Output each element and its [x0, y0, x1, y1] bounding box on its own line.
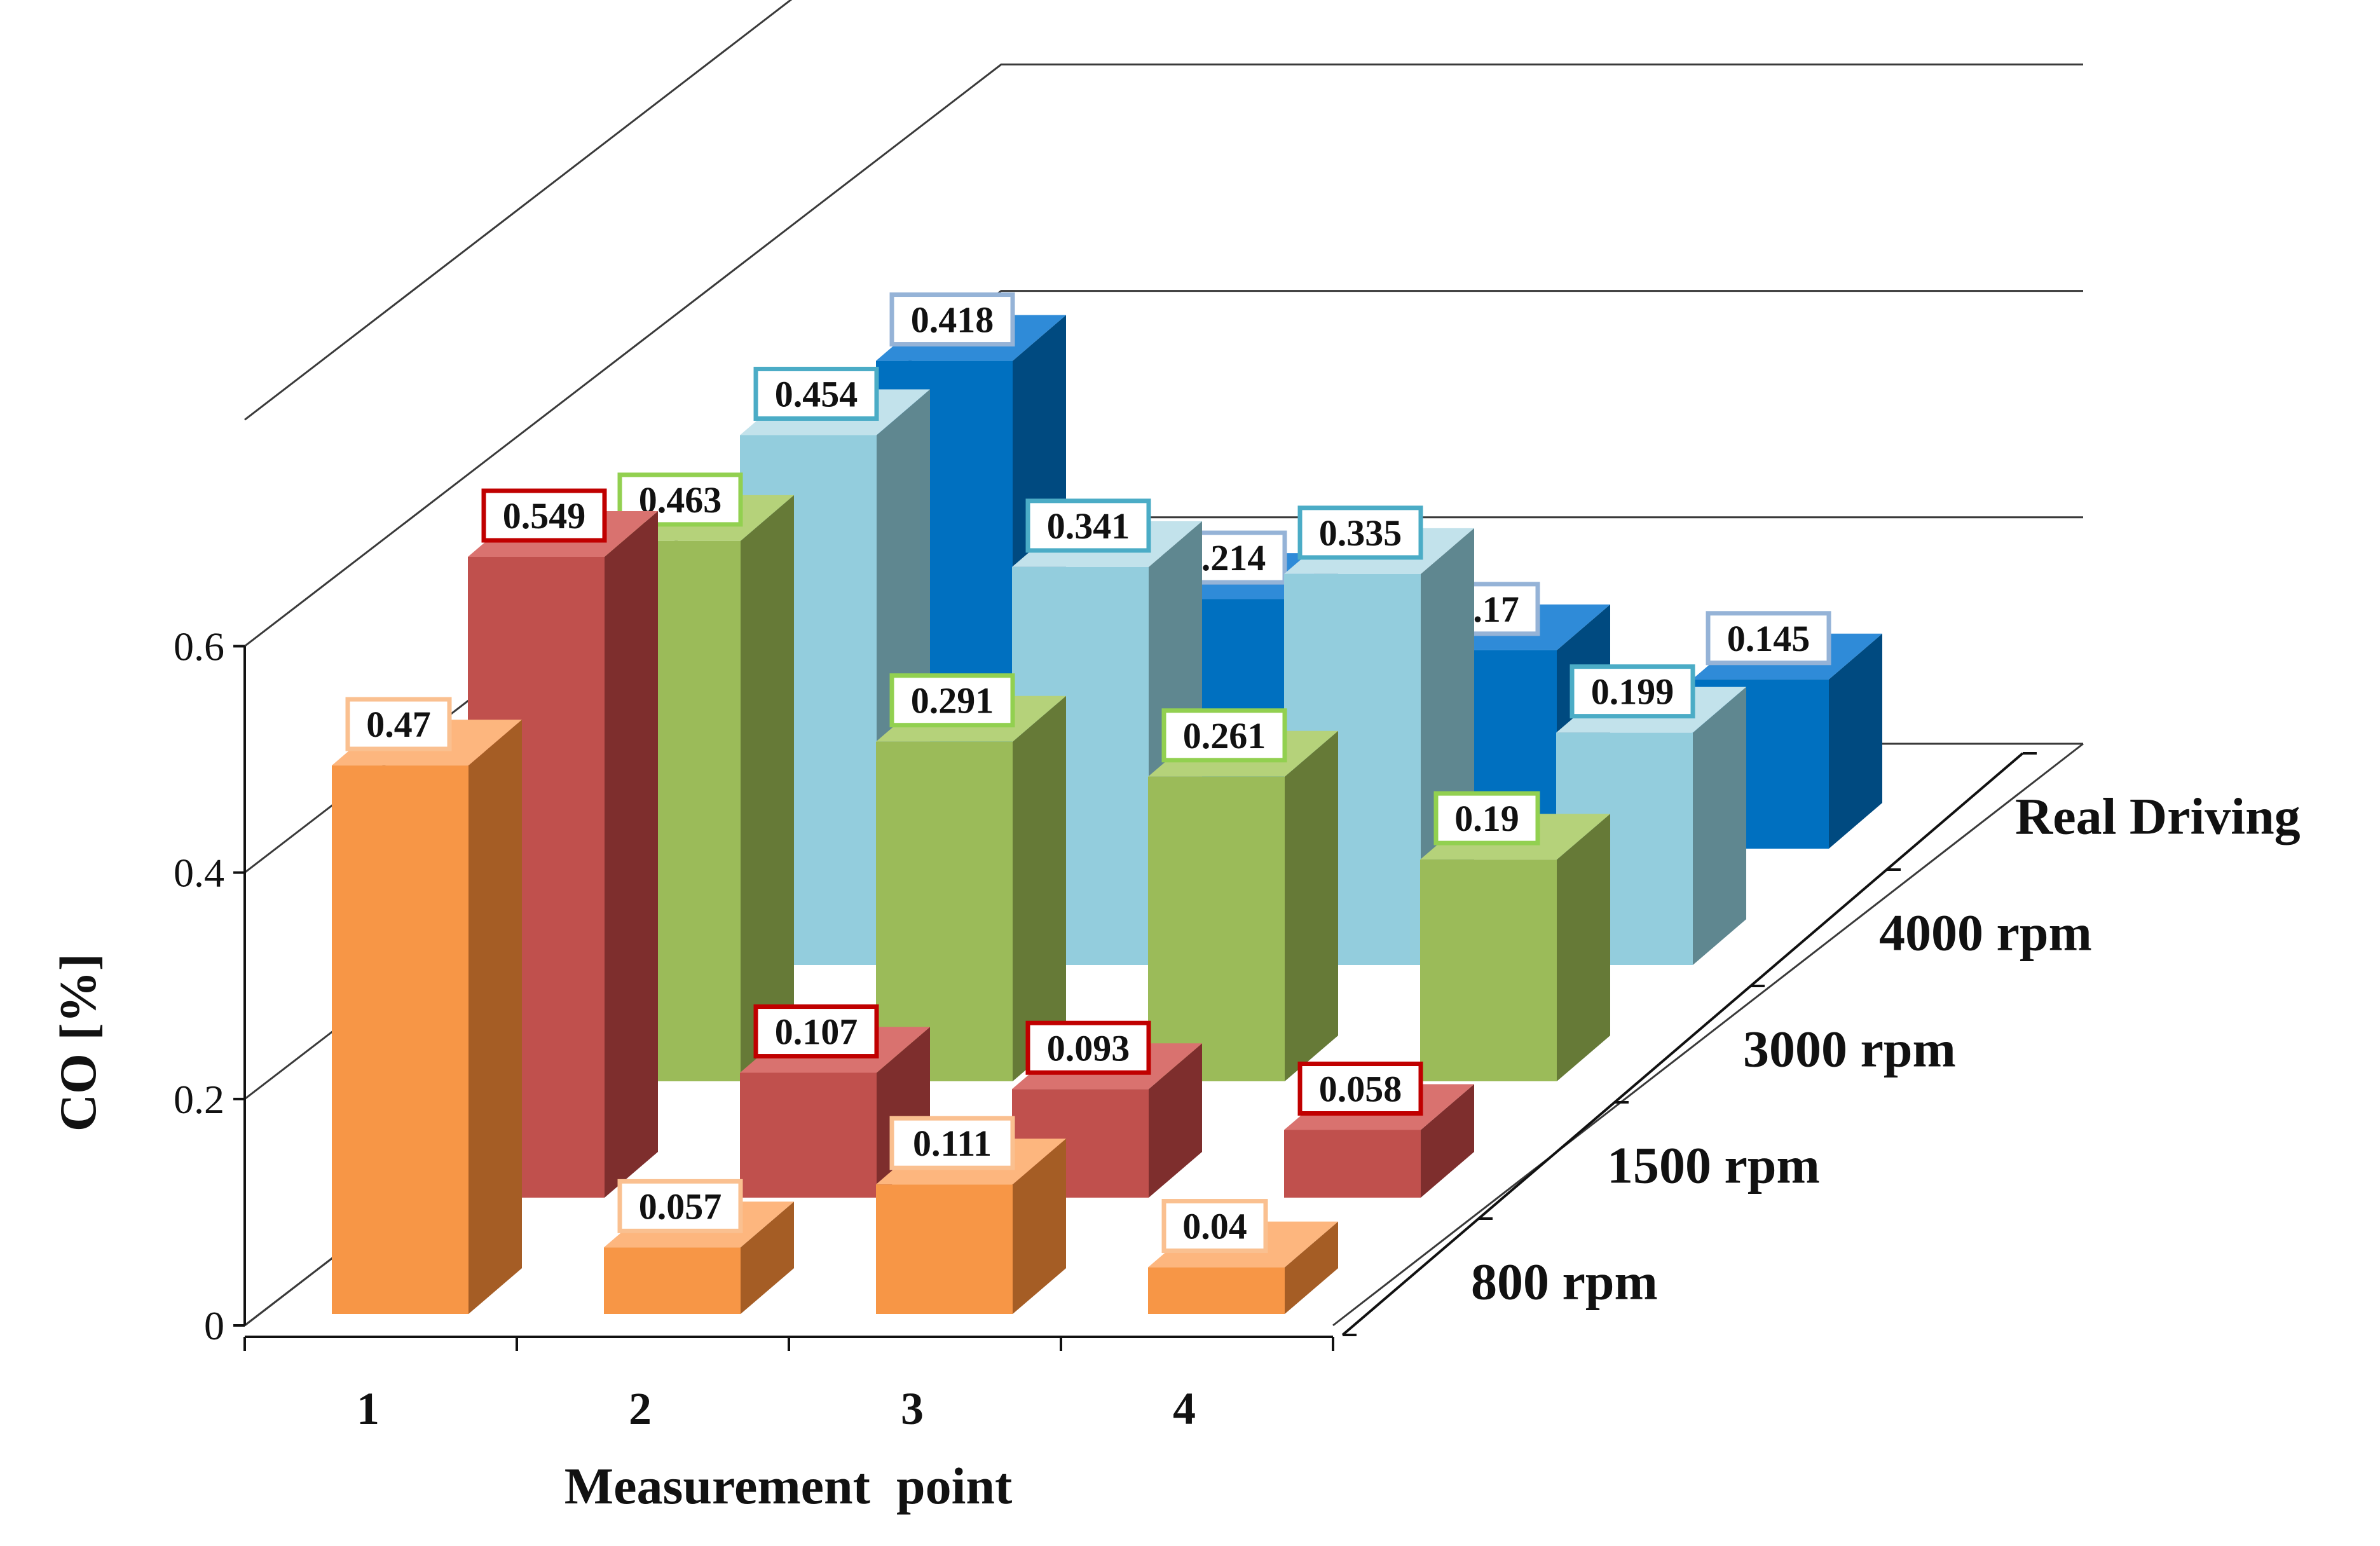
- data-label: 0.418: [911, 299, 994, 341]
- bar-side: [741, 1201, 794, 1314]
- data-label: 0.19: [1454, 798, 1519, 839]
- gridline: [244, 63, 2083, 647]
- bar-side: [1829, 633, 1882, 849]
- data-label: 0.107: [775, 1011, 858, 1053]
- bar-front: [876, 1184, 1013, 1314]
- data-label-box: [1706, 611, 1831, 666]
- series-label: 4000 rpm: [1879, 904, 2092, 962]
- data-label: 0.057: [639, 1186, 722, 1227]
- x-tick-label: 4: [1173, 1383, 1196, 1434]
- series-label: 800 rpm: [1471, 1253, 1658, 1311]
- bar-side: [468, 720, 522, 1314]
- data-label: 0.199: [1591, 671, 1674, 713]
- bar-side: [1285, 730, 1338, 1081]
- y-tick-label: 0.2: [174, 1077, 224, 1122]
- data-label-box: [1161, 1199, 1268, 1254]
- bar-front: [1148, 776, 1285, 1081]
- bar-side: [605, 511, 658, 1198]
- gridline: [244, 0, 793, 421]
- y-tick-label: 0: [204, 1303, 224, 1348]
- bar-side: [741, 495, 794, 1081]
- y-tick-label: 0.6: [174, 624, 224, 669]
- data-label-box: [889, 673, 1015, 728]
- bar-front: [332, 765, 468, 1314]
- bar-side: [1013, 1139, 1066, 1314]
- data-label-box: [1297, 505, 1423, 560]
- series-label: 3000 rpm: [1743, 1020, 1956, 1078]
- series-label: 1500 rpm: [1607, 1137, 1820, 1194]
- data-label: 0.341: [1047, 505, 1130, 547]
- x-axis-title: Measurement point: [564, 1457, 1013, 1515]
- bar-front: [876, 741, 1013, 1081]
- data-label: 0.093: [1047, 1027, 1130, 1069]
- data-label-box: [1433, 791, 1540, 845]
- floor-right-edge: [1332, 742, 2084, 1327]
- series-group: 0.549 0.107 0.093 0.058: [468, 488, 1474, 1198]
- data-label: 0.145: [1727, 618, 1810, 659]
- data-label-box: [889, 292, 1015, 347]
- data-label-box: [345, 697, 452, 751]
- data-label-box: [1025, 498, 1151, 553]
- data-label: 0.261: [1183, 715, 1266, 756]
- series-group: 0.47 0.057 0.111 0.04: [332, 697, 1338, 1314]
- bar-front: [1284, 1130, 1421, 1198]
- bar-side: [1557, 814, 1610, 1081]
- bar-front: [604, 1247, 741, 1314]
- depth-axis-line: [1341, 752, 2024, 1336]
- data-label: 0.454: [775, 373, 858, 414]
- data-label-box: [1025, 1020, 1151, 1075]
- data-label: 0.04: [1182, 1206, 1247, 1247]
- series-label: Real Driving: [2015, 788, 2301, 845]
- bar-side: [1421, 1084, 1474, 1198]
- x-tick-label: 1: [357, 1383, 380, 1434]
- bar-front: [740, 1072, 877, 1198]
- data-label-box: [753, 366, 879, 421]
- x-tick-label: 2: [629, 1383, 652, 1434]
- data-label-box: [753, 1004, 879, 1059]
- x-tick-label: 3: [901, 1383, 924, 1434]
- data-label: 0.549: [503, 495, 586, 537]
- bar-side: [1285, 1221, 1338, 1314]
- data-label: 0.47: [366, 704, 431, 745]
- bar-front: [1420, 859, 1557, 1081]
- data-label: 0.111: [913, 1123, 992, 1164]
- y-tick-label: 0.4: [174, 851, 224, 896]
- data-label-box: [1161, 708, 1287, 763]
- data-label-box: [1297, 1062, 1423, 1116]
- y-axis-title: CO [%]: [49, 954, 107, 1132]
- data-label: 0.058: [1319, 1069, 1402, 1110]
- bar-side: [1149, 1043, 1202, 1198]
- bar-front: [1148, 1267, 1285, 1314]
- axes: CO [%] Measurement point 0 0.2 0.4 0.6 1 2 3 4 8…: [49, 624, 2301, 1515]
- data-label: 0.335: [1319, 512, 1402, 554]
- bar-side: [1693, 687, 1746, 965]
- data-label: 0.291: [911, 680, 994, 722]
- data-label-box: [481, 488, 607, 543]
- data-label-box: [617, 1179, 743, 1233]
- bar-side: [1013, 695, 1066, 1081]
- data-label-box: [1570, 664, 1695, 719]
- data-label-box: [889, 1116, 1015, 1170]
